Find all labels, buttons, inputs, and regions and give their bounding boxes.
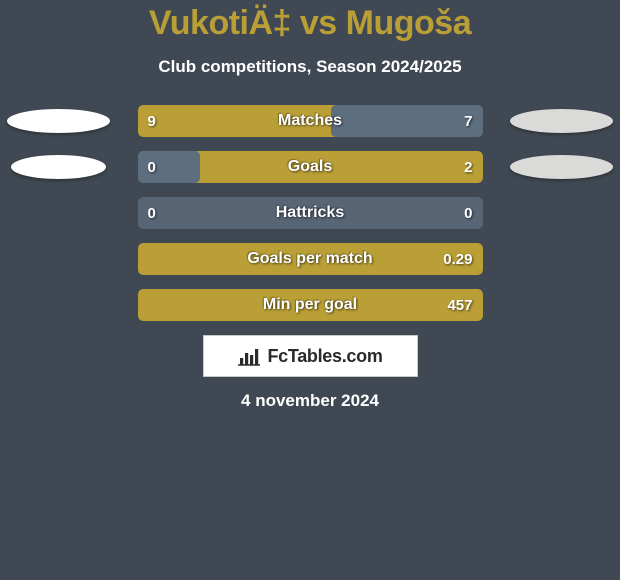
stat-bar: 00Hattricks (138, 197, 483, 229)
left-player-shape (4, 243, 114, 275)
page-title: VukotiÄ‡ vs Mugoša (0, 4, 620, 43)
brand-badge[interactable]: FcTables.com (203, 335, 418, 377)
stat-row: 02Goals (0, 151, 620, 183)
left-player-shape (4, 151, 114, 183)
brand-text: FcTables.com (267, 346, 382, 367)
stat-bar: 02Goals (138, 151, 483, 183)
stat-row: 97Matches (0, 105, 620, 137)
right-player-shape (507, 197, 617, 229)
stat-row: 0.29Goals per match (0, 243, 620, 275)
stat-bar: 97Matches (138, 105, 483, 137)
stat-bar: 0.29Goals per match (138, 243, 483, 275)
left-player-shape (4, 289, 114, 321)
page-subtitle: Club competitions, Season 2024/2025 (0, 57, 620, 77)
stats-rows: 97Matches 02Goals 00Hattricks 0.29Goals per… (0, 105, 620, 321)
right-player-shape (507, 243, 617, 275)
right-player-shape (507, 289, 617, 321)
stat-row: 457Min per goal (0, 289, 620, 321)
stat-bar: 457Min per goal (138, 289, 483, 321)
date-text: 4 november 2024 (0, 391, 620, 411)
left-player-shape (4, 105, 114, 137)
bar-chart-icon (237, 346, 261, 366)
left-player-shape (4, 197, 114, 229)
comparison-widget: VukotiÄ‡ vs Mugoša Club competitions, Se… (0, 0, 620, 411)
right-player-shape (507, 151, 617, 183)
right-player-shape (507, 105, 617, 137)
stat-row: 00Hattricks (0, 197, 620, 229)
